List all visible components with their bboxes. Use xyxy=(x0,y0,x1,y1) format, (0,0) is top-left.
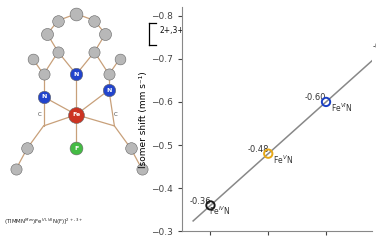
Text: F: F xyxy=(74,146,78,151)
Text: (TIMMN$^{Mes}$)Fe$^{VI,VII}$N(F)]$^{2+,3+}$: (TIMMN$^{Mes}$)Fe$^{VI,VII}$N(F)]$^{2+,3… xyxy=(4,216,83,227)
Text: Fe: Fe xyxy=(72,112,80,117)
Point xyxy=(41,95,47,99)
Text: N: N xyxy=(41,94,46,99)
Point xyxy=(106,88,112,92)
Text: N: N xyxy=(106,88,112,93)
Point xyxy=(73,113,79,117)
Point xyxy=(13,167,19,170)
Point xyxy=(102,32,108,36)
Text: C: C xyxy=(114,112,117,117)
Text: -0.36: -0.36 xyxy=(189,197,211,206)
Text: C: C xyxy=(38,112,42,117)
Point xyxy=(44,32,50,36)
Y-axis label: Isomer shift (mm s⁻¹): Isomer shift (mm s⁻¹) xyxy=(139,71,148,168)
Point xyxy=(91,19,97,22)
Point xyxy=(73,72,79,76)
Point xyxy=(30,57,36,61)
Point xyxy=(106,72,112,76)
Text: 2+,3+: 2+,3+ xyxy=(160,26,185,35)
Point xyxy=(265,152,271,156)
Point xyxy=(323,100,329,104)
Point xyxy=(139,167,145,170)
Point xyxy=(128,146,134,150)
Text: Fe$^{IV}$N: Fe$^{IV}$N xyxy=(209,205,231,217)
Point xyxy=(73,146,79,150)
Point xyxy=(55,50,61,54)
Point xyxy=(117,57,123,61)
Text: N: N xyxy=(74,72,79,77)
Point xyxy=(208,203,214,207)
Text: -0.48: -0.48 xyxy=(247,145,268,154)
Point xyxy=(41,72,47,76)
Point xyxy=(55,19,61,22)
Point xyxy=(24,146,30,150)
Text: -0.: -0. xyxy=(373,42,376,51)
Text: -0.60: -0.60 xyxy=(305,93,326,102)
Point xyxy=(73,12,79,16)
Text: Fe$^{VI}$N: Fe$^{VI}$N xyxy=(331,101,352,114)
Point xyxy=(91,50,97,54)
Text: Fe$^{V}$N: Fe$^{V}$N xyxy=(273,153,293,166)
